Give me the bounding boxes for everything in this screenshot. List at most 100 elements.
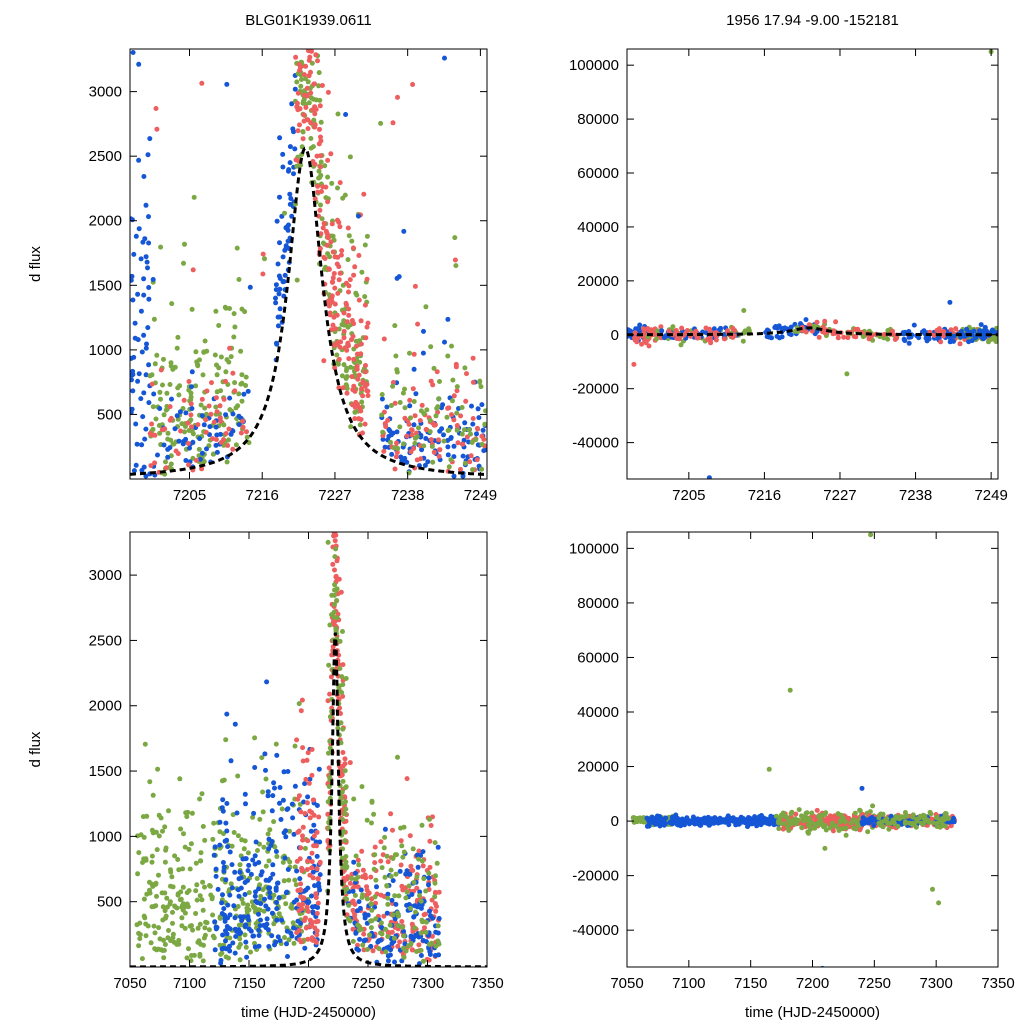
data-point-red [308,120,314,126]
data-point-green [236,922,242,928]
data-point-blue [353,930,359,936]
data-point-red [300,833,305,839]
data-point-green [907,820,913,826]
data-point-blue [245,914,251,920]
data-point-green [150,404,156,410]
data-point-red [816,334,822,340]
data-point-green [411,879,417,885]
data-point-blue [139,349,145,355]
data-point-green [349,876,354,881]
data-point-green [193,860,199,866]
data-point-green [421,443,427,449]
data-point-blue [420,938,426,943]
data-point-blue [252,853,258,859]
data-point-green [406,943,412,949]
data-point-blue [385,945,391,951]
data-point-red [217,403,223,409]
data-point-green [198,402,204,408]
data-point-blue [197,436,203,442]
data-point-red [352,264,358,270]
data-point-green [340,682,346,688]
data-point-green [934,824,940,829]
data-point-red [331,622,337,627]
data-point-blue [213,866,219,872]
data-point-green [181,260,186,266]
data-point-green [141,834,147,840]
data-point-green [418,930,424,936]
data-point-blue [130,217,135,223]
data-point-green [224,459,230,465]
data-point-red [451,393,457,399]
data-point-red [311,81,317,87]
data-point-green [408,905,413,911]
data-point-green [410,846,416,852]
data-point-green [305,79,311,85]
data-point-blue [146,240,152,246]
data-point-green [233,405,239,411]
data-point-red [409,427,415,433]
data-point-blue [436,952,442,958]
data-point-blue [357,936,363,942]
data-point-green [343,806,349,812]
data-point-red [397,939,403,945]
data-point-blue [138,396,144,402]
data-point-blue [247,284,253,290]
data-point-red [340,693,346,699]
data-point-blue [274,218,280,224]
data-point-green [188,841,194,847]
data-point-green [246,890,252,896]
data-point-blue [197,456,203,462]
data-point-red [168,415,174,421]
data-point-red [345,340,351,346]
data-point-green [383,926,388,932]
data-point-blue [402,941,408,947]
data-point-blue [130,297,136,303]
data-point-green [239,398,245,404]
data-point-blue [199,413,205,419]
data-point-green [214,372,220,378]
data-point-blue [441,432,446,438]
x-tick-label: 7249 [974,487,1007,504]
data-point-red [407,397,413,403]
data-point-blue [271,780,277,786]
data-point-red [358,341,364,347]
data-point-blue [758,818,764,824]
data-point-blue [224,801,230,806]
data-point-red [468,453,474,459]
data-point-blue [261,922,267,928]
data-point-green [352,409,358,415]
data-point-red [296,927,302,933]
data-point-green [420,919,425,925]
data-point-blue [252,893,258,899]
data-point-red [186,379,192,384]
data-point-green [416,856,422,862]
data-point-green [482,421,487,427]
data-point-red [732,328,738,333]
data-point-blue [243,856,249,862]
data-point-green [190,927,196,933]
data-point-blue [415,864,421,870]
data-point-red [380,852,386,858]
data-point-green [184,890,190,896]
data-point-red [208,411,214,417]
data-point-green [291,940,297,946]
data-point-green [221,422,227,428]
data-points [130,532,487,967]
x-tick-label: 7300 [411,975,444,992]
data-point-green [296,701,302,707]
data-point-blue [131,468,137,474]
data-point-green [200,879,206,885]
data-point-red [188,412,194,418]
data-point-blue [911,322,917,328]
data-point-blue [951,819,957,825]
data-point-red [152,460,158,466]
data-point-green [143,857,149,863]
data-point-blue [916,335,922,341]
data-point-green [418,408,424,414]
x-tick-label: 7250 [351,975,384,992]
data-point-red [303,63,309,69]
data-point-red [464,371,469,377]
data-point-green [194,359,200,365]
data-point-red [306,57,312,63]
data-point-blue [316,766,322,772]
